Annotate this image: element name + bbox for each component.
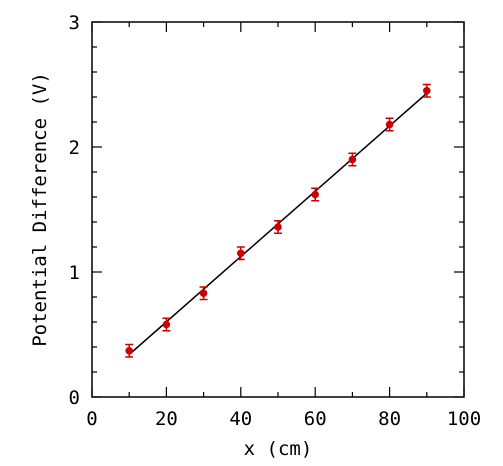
data-point: [199, 286, 208, 301]
data-marker: [311, 190, 320, 199]
x-tick-label: 80: [378, 408, 401, 430]
data-marker: [423, 86, 431, 95]
x-tick-label: 0: [86, 408, 97, 430]
data-point: [236, 246, 245, 261]
x-tick-label: 20: [155, 408, 178, 430]
x-axis-label: x (cm): [244, 438, 313, 460]
data-marker: [125, 346, 133, 355]
y-axis-label: Potential Difference (V): [29, 72, 51, 347]
data-marker: [348, 155, 357, 164]
data-marker: [385, 120, 394, 129]
data-point: [385, 117, 394, 132]
data-marker: [199, 289, 208, 298]
data-point: [125, 343, 134, 358]
points-layer: [125, 83, 431, 358]
y-tick-label: 2: [69, 137, 80, 159]
data-point: [274, 220, 282, 234]
data-point: [162, 317, 171, 332]
data-point: [422, 83, 431, 98]
y-tick-label: 0: [69, 387, 80, 409]
x-tick-label: 100: [447, 408, 481, 430]
ticks-layer: 0 20 40 60 80 100 0 1 2 3: [69, 12, 482, 430]
y-tick-label: 1: [69, 262, 80, 284]
plot-frame: [91, 21, 465, 398]
data-point: [311, 187, 320, 202]
data-marker: [162, 320, 171, 329]
data-marker: [274, 223, 282, 231]
x-tick-label: 40: [229, 408, 252, 430]
x-tick-label: 60: [304, 408, 327, 430]
data-point: [348, 152, 357, 167]
data-marker: [237, 249, 245, 258]
y-tick-label: 3: [69, 12, 80, 34]
